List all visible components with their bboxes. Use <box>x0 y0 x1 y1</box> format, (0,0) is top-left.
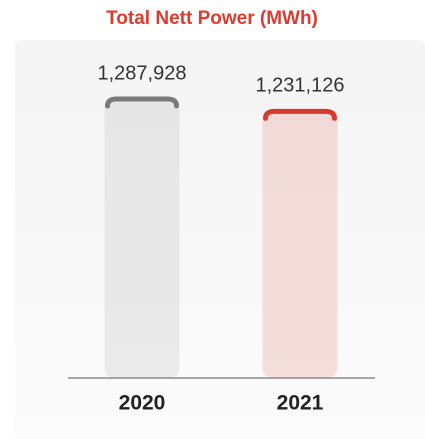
panel <box>15 40 425 439</box>
bar-cap <box>263 108 337 121</box>
value-label: 1,287,928 <box>98 62 187 84</box>
plot: 1,287,928 2020 1,231,126 2021 <box>98 62 345 414</box>
bar-cap <box>105 96 179 109</box>
bar <box>262 110 338 379</box>
bar <box>104 98 180 378</box>
category-label: 2021 <box>277 392 324 415</box>
chart-title: Total Nett Power (MWh) <box>106 8 318 29</box>
value-label: 1,231,126 <box>256 75 345 97</box>
category-label: 2020 <box>119 392 166 415</box>
